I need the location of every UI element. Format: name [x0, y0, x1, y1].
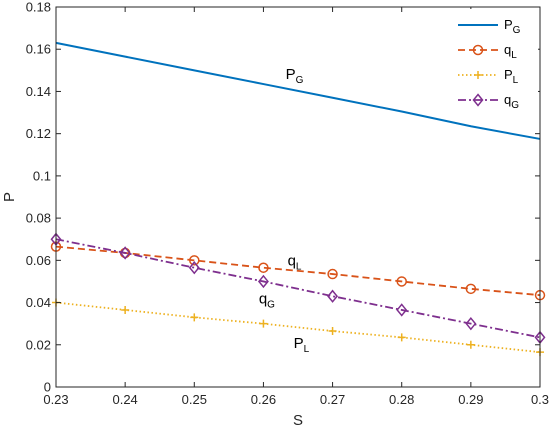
data-point-qG [327, 289, 339, 303]
data-point-qG [257, 274, 269, 289]
legend-label-qG-main: q [504, 92, 511, 107]
y-tick-label: 0.1 [33, 168, 51, 183]
data-point-PL [121, 305, 130, 314]
y-axis-label: P [1, 192, 18, 202]
legend-item-qL: qL [458, 42, 517, 61]
y-tick-label: 0.14 [26, 84, 51, 99]
legend-item-PG: PG [458, 17, 521, 36]
data-point-PL [190, 313, 199, 322]
legend-item-qG: qG [458, 92, 519, 111]
x-tick-label: 0.24 [112, 392, 137, 407]
legend-label-qG: qG [504, 92, 519, 111]
y-tick-label: 0.12 [26, 126, 51, 141]
annotation-qG-subscript: G [267, 300, 275, 311]
x-tick-label: 0.29 [458, 392, 483, 407]
annotation-PL: PL [294, 335, 310, 355]
x-axis-label: S [293, 412, 303, 429]
legend-label-PL-main: P [504, 67, 513, 82]
y-tick-label: 0 [44, 380, 51, 395]
legend-label-PL: PL [504, 67, 519, 86]
legend-label-qL: qL [504, 42, 517, 61]
legend-label-PG-subscript: G [513, 25, 521, 36]
series-line-PG [55, 41, 541, 140]
y-tick-label: 0.08 [26, 211, 51, 226]
x-tick-label: 0.28 [389, 392, 414, 407]
data-point-qL [327, 268, 338, 280]
x-tick-label: 0.26 [251, 392, 276, 407]
legend-box [452, 9, 538, 117]
legend-label-PL-subscript: L [513, 75, 519, 86]
y-tick-label: 0.04 [26, 295, 51, 310]
annotation-PG-main: P [286, 66, 296, 83]
annotation-qL-subscript: L [296, 262, 302, 273]
annotation-PL-main: P [294, 335, 304, 352]
data-point-PL [259, 319, 268, 328]
series-line-qL [55, 245, 541, 297]
y-tick-label: 0.02 [26, 337, 51, 352]
x-tick-label: 0.23 [43, 392, 68, 407]
legend-label-qL-subscript: L [511, 50, 517, 61]
data-point-qL [258, 262, 269, 273]
series-line-PL [55, 301, 541, 354]
annotation-PG: PG [286, 66, 304, 86]
annotation-PG-subscript: G [296, 75, 304, 86]
legend-label-qL-main: q [504, 42, 511, 57]
x-axis: 0.23 0.24 0.25 0.26 0.27 0.28 0.29 0.3 [43, 7, 549, 407]
y-axis: 0 0.02 0.04 0.06 0.08 0.1 0.12 0.14 0.16 0.18 [26, 0, 540, 395]
series-layer [50, 41, 546, 357]
legend-label-qG-subscript: G [511, 100, 519, 111]
annotation-PL-subscript: L [304, 344, 310, 355]
data-point-qG [396, 303, 408, 317]
data-point-qG [188, 261, 200, 275]
x-tick-label: 0.27 [320, 392, 345, 407]
data-point-PL [328, 327, 337, 336]
data-point-qL [396, 276, 407, 287]
annotation-qG: qG [259, 291, 275, 311]
legend-label-PG: PG [504, 17, 521, 36]
y-tick-label: 0.16 [26, 42, 51, 57]
x-tick-label: 0.3 [531, 392, 549, 407]
axes-box [55, 6, 541, 388]
legend-marker-qG [472, 93, 484, 107]
data-point-qL [465, 283, 477, 295]
legend-label-PG-main: P [504, 17, 513, 32]
series-qL [50, 241, 546, 301]
legend-marker-qL [472, 44, 484, 56]
y-tick-label: 0.06 [26, 253, 51, 268]
annotation-qL: qL [288, 253, 302, 273]
series-PG [55, 41, 541, 140]
x-tick-label: 0.25 [182, 392, 207, 407]
annotation-qG-main: q [259, 291, 267, 308]
series-line-qG [55, 238, 541, 339]
data-point-qL [189, 255, 200, 266]
data-point-PL [466, 340, 475, 349]
annotation-qL-main: q [288, 253, 296, 270]
data-point-qG [465, 316, 477, 331]
data-point-PL [397, 333, 406, 342]
legend-marker-PL [474, 71, 482, 79]
legend-item-PL: PL [458, 67, 519, 86]
data-point-qG [119, 246, 131, 260]
y-tick-label: 0.18 [26, 0, 51, 15]
